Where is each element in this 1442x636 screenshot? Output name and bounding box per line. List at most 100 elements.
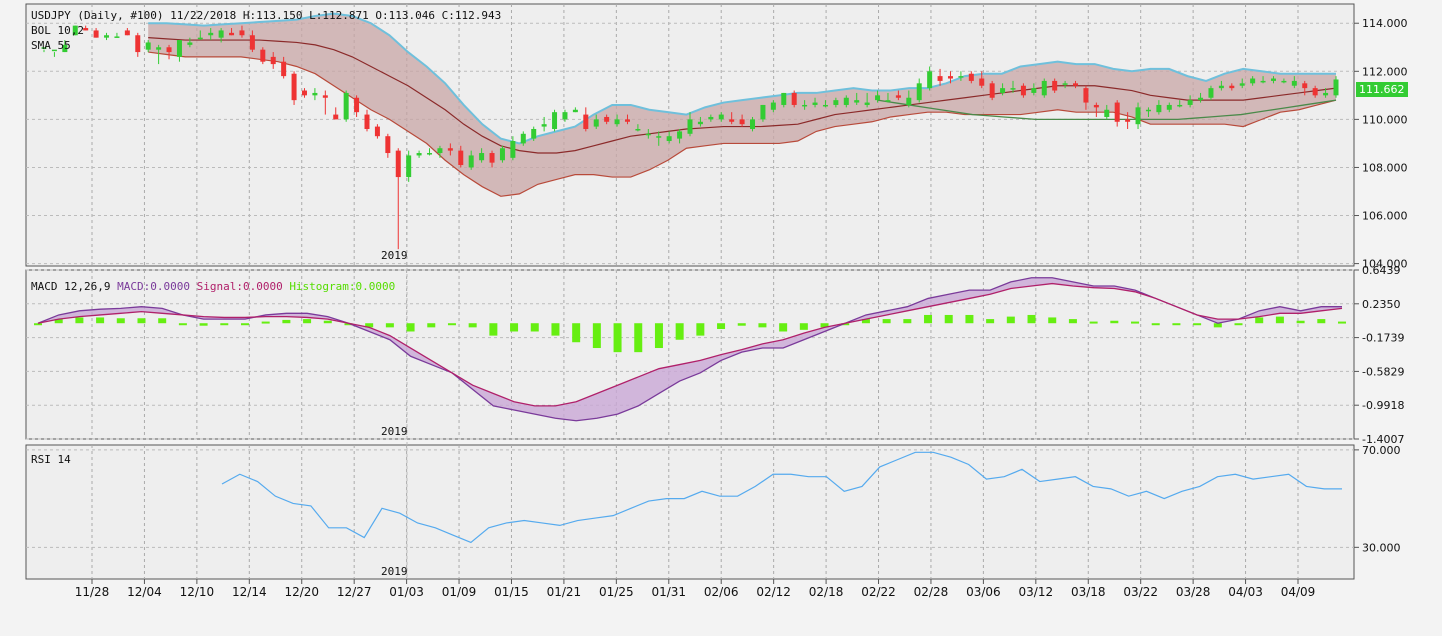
- bollinger-upper-line: [148, 12, 1336, 145]
- rsi-panel[interactable]: [25, 444, 1355, 580]
- candle-body: [489, 153, 495, 163]
- candle-body: [83, 28, 89, 31]
- candle-body: [572, 109, 578, 113]
- macd-y-tick-label: 0.6439: [1362, 264, 1401, 277]
- macd-legend: MACD 12,26,9 MACD:0.0000 Signal:0.0000 H…: [31, 280, 395, 293]
- x-tick-label: 12/20: [284, 585, 319, 599]
- macd-histogram-bar: [779, 323, 788, 332]
- rsi-y-tick-label: 30.000: [1362, 541, 1401, 554]
- macd-histogram-bar: [737, 323, 746, 326]
- macd-histogram-bar: [261, 321, 270, 324]
- macd-legend-macd: MACD:0.0000: [117, 280, 190, 293]
- candle-body: [562, 112, 568, 120]
- candle-body: [468, 155, 474, 168]
- candle-body: [583, 114, 589, 129]
- candle-body: [364, 114, 370, 129]
- candle-body: [1312, 88, 1318, 96]
- candle-body: [750, 119, 756, 129]
- candle-body: [520, 133, 526, 144]
- candle-body: [1145, 109, 1151, 112]
- price-y-tick-label: 108.000: [1362, 161, 1408, 174]
- candle-body: [229, 32, 235, 36]
- price-y-tick-label: 112.000: [1362, 65, 1408, 78]
- x-tick-label: 01/25: [599, 585, 634, 599]
- candle-body: [187, 42, 193, 45]
- macd-histogram-bar: [303, 319, 312, 324]
- candle-body: [1333, 79, 1339, 96]
- macd-histogram-bar: [282, 319, 291, 324]
- price-layer: [41, 12, 1339, 250]
- x-tick-label: 02/06: [704, 585, 739, 599]
- macd-histogram-bar: [1027, 314, 1036, 324]
- candle-body: [1062, 83, 1068, 85]
- candle-body: [875, 95, 881, 101]
- candle-body: [614, 119, 620, 125]
- macd-y-tick-label: -0.9918: [1362, 399, 1404, 412]
- candle-body: [291, 73, 297, 101]
- candle-body: [1229, 85, 1235, 89]
- macd-layer: [34, 277, 1346, 422]
- macd-histogram-bar: [1338, 321, 1346, 324]
- x-tick-label: 12/10: [180, 585, 215, 599]
- candle-body: [1291, 80, 1297, 86]
- macd-histogram-bar: [1193, 323, 1202, 326]
- candle-body: [301, 90, 307, 96]
- macd-histogram-bar: [965, 314, 974, 324]
- macd-histogram-bar: [799, 323, 808, 330]
- x-tick-label: 01/09: [442, 585, 477, 599]
- candle-body: [124, 30, 130, 36]
- candle-body: [427, 153, 433, 155]
- candle-body: [1031, 88, 1037, 93]
- macd-histogram-bar: [1151, 323, 1160, 326]
- rsi-y-tick-label: 70.000: [1362, 444, 1401, 457]
- x-tick-label: 04/09: [1281, 585, 1316, 599]
- candle-body: [1052, 80, 1058, 91]
- macd-histogram-bar: [592, 323, 601, 349]
- macd-histogram-bar: [1296, 320, 1305, 324]
- macd-panel[interactable]: [25, 269, 1355, 440]
- macd-legend-signal: Signal:0.0000: [196, 280, 283, 293]
- macd-histogram-bar: [696, 323, 705, 336]
- sma-label: SMA 55: [31, 39, 71, 52]
- signal-line: [37, 282, 1343, 407]
- macd-histogram-bar: [986, 319, 995, 324]
- x-tick-label: 02/28: [914, 585, 949, 599]
- candle-body: [604, 116, 610, 122]
- macd-histogram-bar: [365, 323, 374, 328]
- candle-body: [833, 100, 839, 105]
- candle-body: [1208, 88, 1214, 98]
- macd-histogram-bar: [1131, 321, 1140, 324]
- macd-histogram-bar: [1089, 321, 1098, 324]
- candle-body: [406, 155, 412, 178]
- candle-body: [270, 56, 276, 65]
- candle-body: [624, 119, 630, 122]
- candle-body: [93, 30, 99, 38]
- x-tick-label: 01/21: [547, 585, 582, 599]
- candle-body: [1198, 97, 1204, 101]
- x-tick-label: 02/18: [809, 585, 844, 599]
- x-tick-label: 04/03: [1228, 585, 1263, 599]
- candle-body: [906, 97, 912, 105]
- candle-body: [1250, 78, 1256, 84]
- candle-body: [1260, 80, 1266, 83]
- candle-body: [1010, 88, 1016, 90]
- x-tick-label: 03/18: [1071, 585, 1106, 599]
- x-tick-label: 03/22: [1123, 585, 1158, 599]
- candle-body: [197, 37, 203, 40]
- candle-body: [979, 78, 985, 86]
- macd-histogram-bar: [841, 323, 850, 326]
- candle-body: [176, 40, 182, 57]
- rsi-line: [221, 451, 1342, 544]
- macd-histogram-bar: [385, 323, 394, 328]
- macd-histogram-bar: [1234, 323, 1243, 326]
- x-tick-label: 02/22: [861, 585, 896, 599]
- candle-body: [552, 112, 558, 129]
- candle-body: [666, 136, 672, 142]
- candle-body: [645, 133, 651, 136]
- candle-body: [1093, 104, 1099, 108]
- candle-body: [72, 25, 78, 36]
- macd-histogram-bar: [944, 314, 953, 324]
- x-tick-label: 12/27: [337, 585, 372, 599]
- macd-histogram-bar: [447, 323, 456, 326]
